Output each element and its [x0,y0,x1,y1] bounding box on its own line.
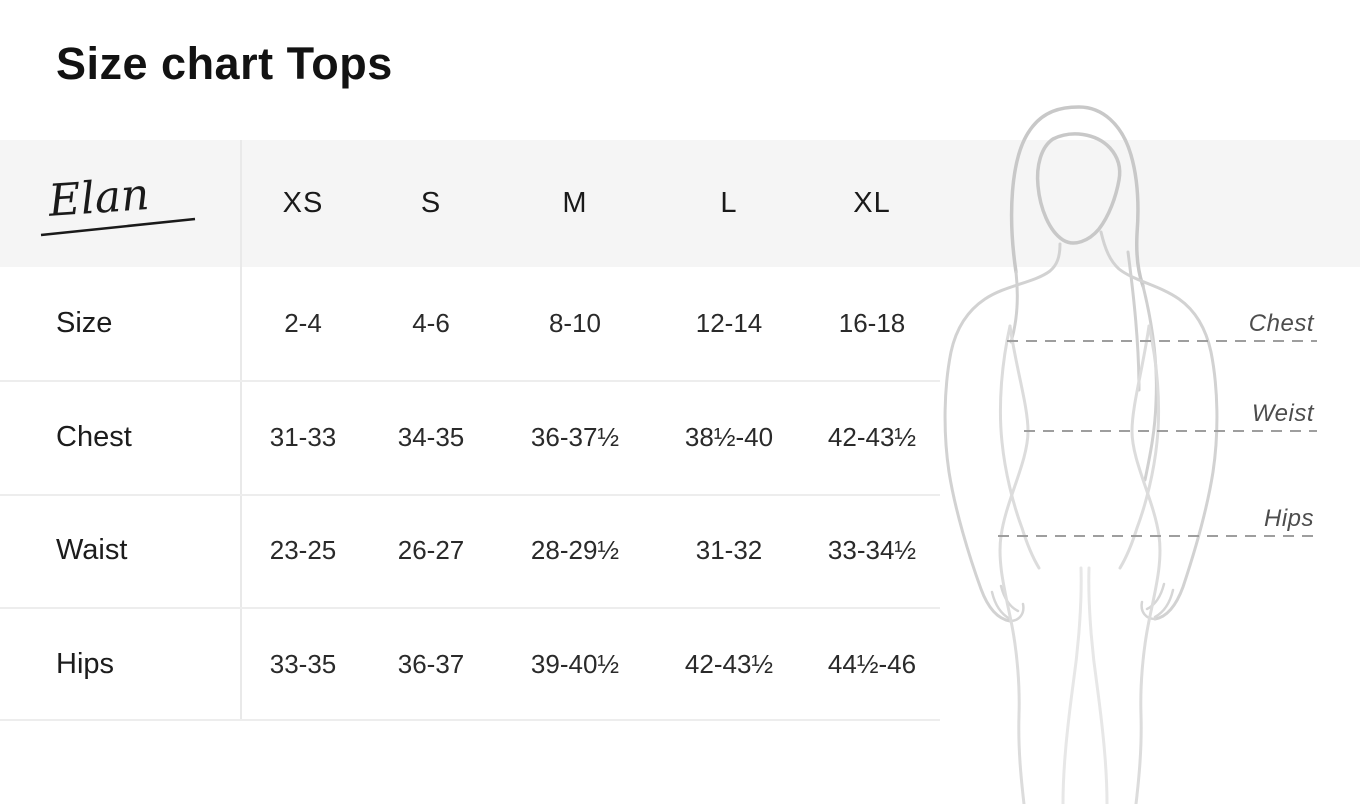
table-vertical-divider [240,140,242,721]
table-bottom-border [0,719,940,721]
measure-label-waist: Weist [1251,400,1314,427]
cell-size-s: 4-6 [412,308,450,338]
cell-size-m: 8-10 [548,308,602,338]
measure-label-hips: Hips [1263,505,1314,532]
cell-chest-xs: 31-33 [269,421,337,452]
cell-hips-xs: 33-35 [269,648,337,679]
row-label-chest: Chest [56,420,132,453]
measure-dashed-line-hips [998,535,1317,537]
row-divider [0,607,940,609]
column-header-xs: XS [282,187,324,219]
row-divider [0,494,940,496]
cell-chest-s: 34-35 [397,421,465,452]
brand-logo: Elan [0,140,240,267]
cell-hips-xl: 44½-46 [827,648,917,679]
cell-hips-s: 36-37 [397,648,465,679]
table-dividers [0,140,940,721]
brand-logo-signature: Elan [40,169,196,236]
cell-chest-l: 38½-40 [684,421,774,452]
cell-waist-m: 28-29½ [530,535,620,565]
size-chart-table: Elan XS S M L XL Size 2-4 4-6 8-10 12-14… [0,140,940,721]
cell-size-xs: 2-4 [284,308,322,338]
cell-size-xl: 16-18 [838,308,906,338]
column-header-m: M [562,187,588,219]
column-header-l: L [720,187,738,219]
measure-dashed-line-chest [1007,340,1317,342]
column-header-s: S [420,187,442,219]
brand-logo-text: Elan [46,169,151,227]
page-title: Size chart Tops [56,38,393,89]
cell-hips-m: 39-40½ [530,648,620,679]
row-label-hips: Hips [56,647,115,680]
cell-size-l: 12-14 [695,308,763,338]
cell-chest-xl: 42-43½ [827,421,917,452]
measure-dashed-line-waist [1024,430,1317,432]
column-header-xl: XL [853,187,891,219]
brand-logo-underline [40,217,196,236]
cell-hips-l: 42-43½ [684,648,774,679]
measure-label-chest: Chest [1248,310,1314,337]
cell-waist-xl: 33-34½ [827,535,917,565]
cell-waist-l: 31-32 [695,535,763,565]
row-label-size: Size [56,307,113,339]
cell-waist-s: 26-27 [397,535,465,565]
cell-chest-m: 36-37½ [530,421,620,452]
cell-waist-xs: 23-25 [269,535,337,565]
female-body-outline-illustration [943,105,1219,804]
row-divider [0,380,940,382]
row-label-waist: Waist [56,534,128,566]
